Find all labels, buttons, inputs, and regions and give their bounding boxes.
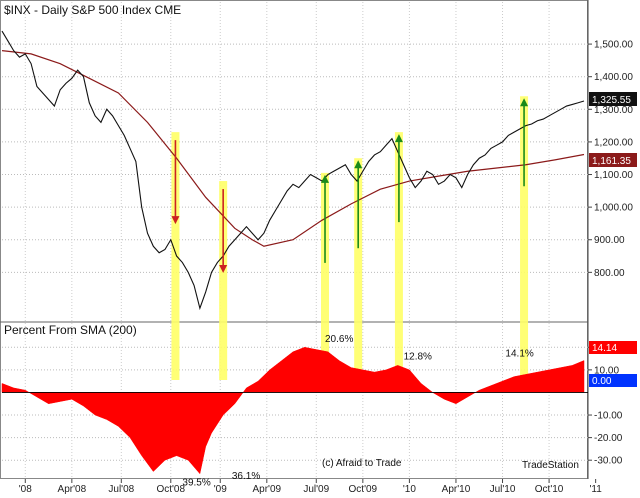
last-price-badge — [589, 92, 637, 106]
price-line — [1, 30, 585, 311]
percent-annotation: 39.5% — [182, 478, 210, 489]
x-tick-label: Oct'08 — [156, 484, 185, 495]
arrow-head-up — [354, 160, 363, 169]
x-tick-label: '09 — [214, 484, 227, 495]
sma-line — [1, 50, 585, 247]
price-tick-label: 1,400.00 — [594, 72, 633, 83]
percent-tick-label: -30.00 — [594, 456, 623, 467]
percent-area-shape — [1, 347, 585, 475]
price-tick-label: 1,100.00 — [594, 170, 633, 181]
x-tick-label: Apr'08 — [58, 484, 87, 495]
x-ticks: '08 Apr'08 Jul'08 Oct'08 '09 Apr'09 Jul'09 Oct'… — [19, 479, 602, 495]
percent-tick-label: -10.00 — [594, 411, 623, 422]
price-tick-label: 1,500.00 — [594, 40, 633, 51]
x-tick-label: Jul'10 — [490, 484, 516, 495]
price-tick-label: 1,000.00 — [594, 203, 633, 214]
highlight-bar — [219, 181, 228, 380]
arrow-head-down — [171, 216, 180, 225]
percent-annotations: 39.5% 36.1% 20.6% 12.8% 14.1% — [182, 334, 533, 489]
zero-label: 0.00 — [592, 376, 612, 387]
percent-chart-title: Percent From SMA (200) — [4, 323, 137, 337]
credit-text: (c) Afraid to Trade — [322, 458, 402, 469]
price-tick-label: 900.00 — [594, 235, 625, 246]
x-tick-label: '08 — [19, 484, 32, 495]
sma-badge — [589, 153, 637, 167]
price-tick-label: 1,200.00 — [594, 137, 633, 148]
arrow-head-up — [520, 98, 529, 107]
x-tick-label: '10 — [403, 484, 416, 495]
arrows — [171, 98, 529, 274]
arrow-head-up — [321, 174, 330, 183]
x-tick-label: '11 — [589, 484, 602, 495]
price-tick-label: 800.00 — [594, 268, 625, 279]
percent-area — [1, 347, 588, 475]
percent-last-badge — [589, 341, 637, 354]
x-tick-label: Jul'08 — [108, 484, 134, 495]
price-path — [1, 30, 585, 311]
x-tick-label: Oct'09 — [349, 484, 378, 495]
highlight-bar — [394, 132, 403, 380]
percent-tick-label: 10.00 — [594, 365, 619, 376]
sma-path — [1, 50, 585, 247]
highlight-bar — [520, 96, 529, 381]
highlight-bar — [321, 172, 330, 380]
percent-annotation: 12.8% — [404, 352, 432, 363]
highlight-bars — [171, 96, 529, 381]
arrow-head-down — [219, 265, 228, 274]
sma-label: 1,161.35 — [592, 156, 631, 167]
brand-text: TradeStation — [522, 460, 579, 471]
percent-annotation: 20.6% — [325, 334, 353, 345]
x-tick-label: Apr'09 — [253, 484, 282, 495]
x-tick-label: Jul'09 — [303, 484, 329, 495]
x-tick-label: Apr'10 — [442, 484, 471, 495]
arrow-head-up — [394, 134, 403, 143]
price-chart-title: $INX - Daily S&P 500 Index CME — [4, 3, 181, 17]
highlight-bar — [354, 158, 363, 380]
percent-tick-label: -20.00 — [594, 433, 623, 444]
zero-badge — [589, 374, 637, 387]
percent-last-label: 14.14 — [592, 343, 617, 354]
percent-annotation: 14.1% — [505, 349, 533, 360]
highlight-bar — [171, 132, 180, 380]
last-price-label: 1,325.55 — [592, 95, 631, 106]
price-y-ticks: 1,500.00 1,400.00 1,300.00 1,200.00 1,100.00… — [588, 40, 633, 279]
x-tick-label: Oct'10 — [535, 484, 564, 495]
price-tick-label: 1,300.00 — [594, 105, 633, 116]
percent-annotation: 36.1% — [232, 471, 260, 482]
